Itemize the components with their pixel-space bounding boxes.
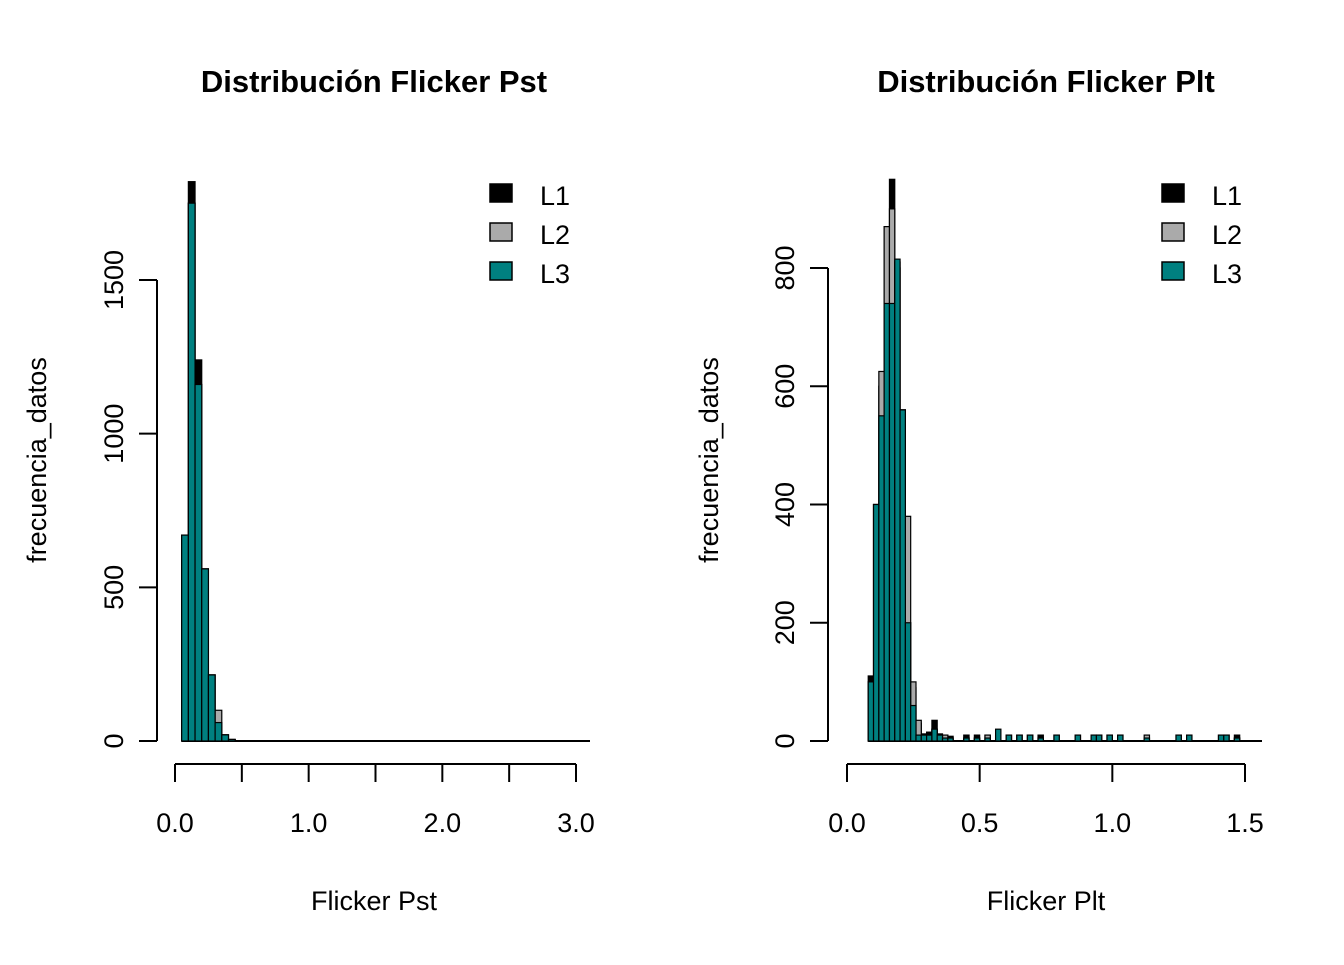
plt-legend-swatch-l1 (1161, 183, 1185, 203)
plt-bar-l3-4 (888, 302, 896, 742)
plt-bar-l3-17 (973, 737, 981, 742)
plt-legend-label-l1: L1 (1212, 181, 1242, 211)
pst-y-tick-label-1: 500 (99, 565, 129, 610)
plt-y-tick-label-1: 200 (770, 600, 800, 645)
pst-bar-l3-1 (187, 202, 196, 742)
pst-legend-label-l2: L2 (540, 220, 570, 250)
plt-bar-l3-14 (941, 737, 949, 742)
pst-chart-title: Distribución Flicker Pst (201, 64, 547, 99)
plt-bar-l3-25 (1074, 734, 1082, 742)
pst-x-tick-label-4: 2.0 (424, 808, 462, 838)
plt-bar-l3-5 (894, 258, 901, 742)
plt-bar-l3-6 (899, 409, 906, 742)
pst-legend: L1 L2 L3 (489, 181, 570, 289)
pst-bar-l3-3 (201, 568, 210, 742)
plt-x-tick-label-3: 1.5 (1226, 808, 1264, 838)
plt-bar-l3-16 (963, 737, 970, 742)
pst-legend-label-l1: L1 (540, 181, 570, 211)
plt-bar-l3-35 (1233, 737, 1241, 742)
pst-x-tick-label-2: 1.0 (290, 808, 328, 838)
plt-bar-l3-31 (1175, 734, 1182, 742)
plt-bar-l3-23 (1037, 737, 1044, 742)
pst-legend-swatch-l2 (489, 222, 513, 242)
plt-bar-l3-9 (915, 734, 922, 742)
plt-x-axis-label: Flicker Plt (987, 886, 1106, 916)
pst-bars (181, 181, 590, 742)
pst-y-tick-label-2: 1000 (99, 404, 129, 464)
plt-legend-swatch-l2 (1161, 222, 1185, 242)
plt-bar-l3-27 (1095, 734, 1103, 742)
plt-bar-l3-1 (872, 503, 880, 742)
plt-bar-l3-29 (1117, 734, 1124, 742)
plt-y-axis-label: frecuencia_datos (694, 357, 724, 563)
plt-x-tick-label-0: 0.0 (828, 808, 866, 838)
plt-bar-l3-8 (910, 704, 917, 742)
plt-bar-l3-28 (1106, 734, 1113, 742)
pst-bar-l3-2 (194, 383, 203, 742)
pst-legend-label-l3: L3 (540, 259, 570, 289)
pst-bar-l3-5 (214, 721, 223, 742)
pst-bar-l3-7 (227, 738, 236, 742)
pst-legend-swatch-l1 (489, 183, 513, 203)
plt-bar-l3-22 (1026, 734, 1034, 742)
plt-bar-l3-24 (1053, 734, 1060, 742)
plt-legend-label-l2: L2 (1212, 220, 1242, 250)
plt-bar-l3-3 (883, 302, 891, 742)
plt-y-tick-label-2: 400 (770, 482, 800, 527)
plt-legend: L1 L2 L3 (1161, 181, 1242, 289)
plt-chart-title: Distribución Flicker Plt (877, 64, 1215, 99)
pst-y-axis-label: frecuencia_datos (22, 357, 52, 563)
plt-bar-l3-7 (904, 622, 912, 742)
plt-bar-l3-13 (936, 734, 944, 742)
pst-y-tick-label-3: 1500 (99, 250, 129, 310)
plt-bar-l3-0 (867, 681, 875, 742)
plt-bar-l3-11 (925, 734, 933, 742)
plt-bar-l3-30 (1143, 737, 1151, 742)
plt-histogram-panel: Distribución Flicker Plt Flicker Plt fre… (694, 64, 1264, 916)
plt-legend-swatch-l3 (1161, 261, 1185, 281)
pst-legend-swatch-l3 (489, 261, 513, 281)
plt-bar-l3-21 (1016, 734, 1023, 742)
plt-bar-l3-26 (1090, 734, 1098, 742)
plt-y-tick-label-4: 800 (770, 245, 800, 290)
plt-bar-l3-10 (920, 734, 928, 742)
plt-bars (867, 178, 1262, 742)
plt-legend-label-l3: L3 (1212, 259, 1242, 289)
pst-bar-l3-6 (221, 734, 230, 742)
pst-x-tick-label-0: 0.0 (156, 808, 194, 838)
plt-bar-l3-15 (947, 737, 954, 742)
plt-bar-l3-20 (1005, 734, 1013, 742)
plt-bar-l3-2 (878, 415, 885, 742)
plt-y-tick-label-3: 600 (770, 364, 800, 409)
pst-axes: 0 500 1000 1500 0.0 1.0 2.0 3.0 (99, 250, 595, 838)
pst-x-axis-label: Flicker Pst (311, 886, 438, 916)
plt-bar-l3-32 (1186, 734, 1193, 742)
pst-y-tick-label-0: 0 (99, 733, 129, 748)
plt-axes: 0 200 400 600 800 0.0 0.5 1.0 1.5 (770, 245, 1264, 838)
plt-bar-l3-12 (931, 728, 938, 742)
plt-bar-l3-19 (994, 728, 1002, 742)
plt-bar-l3-33 (1217, 734, 1225, 742)
pst-bar-l3-4 (207, 674, 216, 742)
plt-x-tick-label-1: 0.5 (961, 808, 999, 838)
plt-x-tick-label-2: 1.0 (1094, 808, 1132, 838)
plt-bar-l3-34 (1223, 734, 1230, 742)
pst-x-tick-label-6: 3.0 (557, 808, 595, 838)
plt-y-tick-label-0: 0 (770, 733, 800, 748)
pst-bar-l3-0 (181, 534, 189, 742)
plt-bar-l3-18 (984, 737, 991, 742)
pst-histogram-panel: Distribución Flicker Pst Flicker Pst fre… (22, 64, 595, 916)
